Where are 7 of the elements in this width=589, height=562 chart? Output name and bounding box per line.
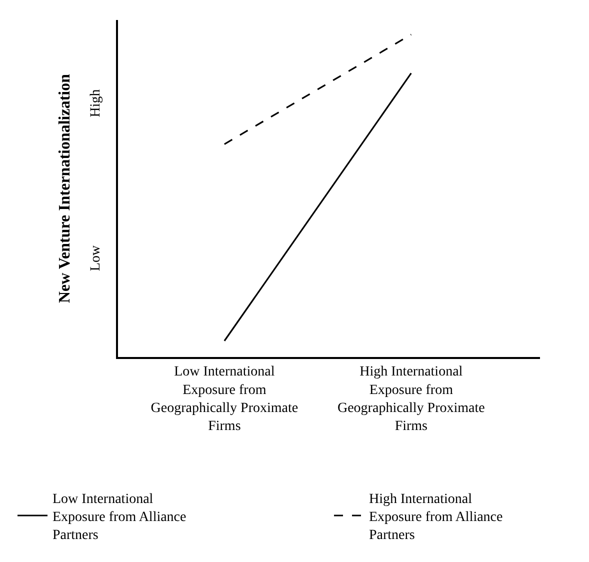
y-axis-title: New Venture Internationalization <box>56 74 74 304</box>
text: High <box>88 89 104 118</box>
x-tick-label: High International Exposure from Geographically Proximate Firms <box>337 364 485 434</box>
x-tick-label: Low International Exposure from Geographically Proximate Firms <box>150 364 298 434</box>
text: Low <box>88 244 104 272</box>
legend-label: High International Exposure from Alliance Partners <box>369 492 503 544</box>
legend-label: Low International Exposure from Alliance Partners <box>52 492 186 544</box>
